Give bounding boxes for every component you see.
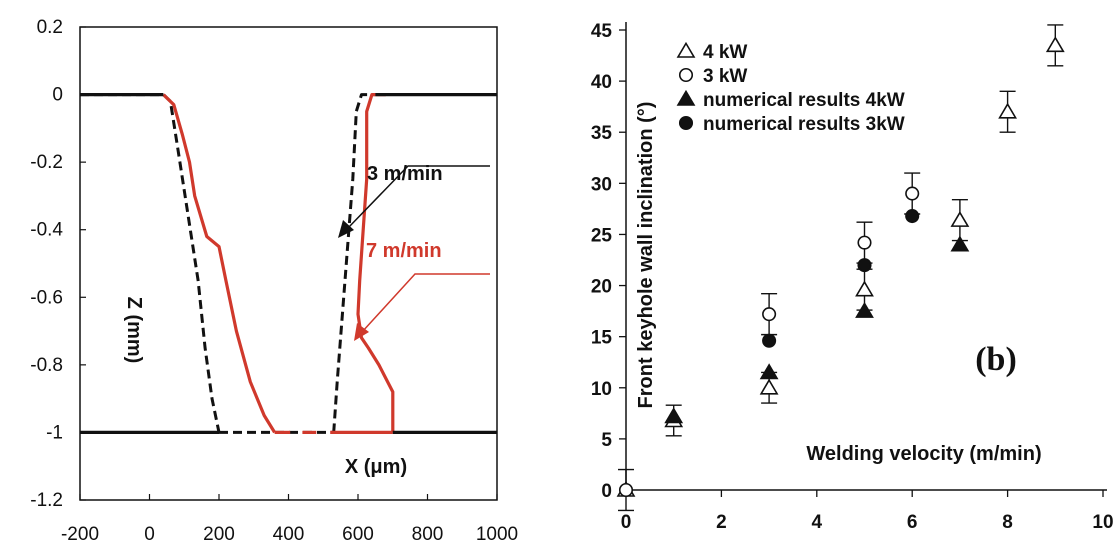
series-line-3-m-min [332, 93, 376, 433]
y-tick-label: 5 [601, 430, 612, 451]
x-tick-label: 800 [412, 524, 444, 545]
x-tick-label: 4 [812, 512, 823, 533]
data-point-circle-open-2 [857, 235, 872, 250]
legend-marker-2 [676, 89, 696, 106]
data-point-triangle-open-3 [855, 280, 874, 297]
annotation-7mmin: 7 m/min [366, 240, 442, 262]
y-tick-label: -1 [46, 422, 63, 443]
y-tick-label: 25 [591, 225, 613, 246]
y-tick-label: -0.8 [30, 355, 63, 376]
y-tick-label: 45 [591, 21, 613, 42]
x-tick-label: 600 [342, 524, 374, 545]
data-point-circle-filled-2 [905, 209, 920, 224]
y-tick-label: 15 [591, 328, 613, 349]
x-axis-title: X (μm) [345, 456, 407, 478]
series-line-7-m-min [162, 93, 276, 434]
x-tick-label: -200 [61, 524, 99, 545]
y-tick-label: 10 [591, 379, 612, 400]
x-tick-label: 1000 [476, 524, 518, 545]
data-point-triangle-filled-3 [950, 235, 970, 252]
x-tick-label: 6 [907, 512, 918, 533]
y-tick-label: 35 [591, 123, 613, 144]
annotation-7mmin-arrowhead [354, 323, 369, 341]
data-point-triangle-open-4 [950, 210, 970, 227]
x-tick-label: 10 [1092, 512, 1113, 533]
annotation-3mmin-arrowhead [338, 220, 354, 238]
y-axis-title: Front keyhole wall inclination (°) [635, 102, 657, 409]
data-point-triangle-open-5 [998, 102, 1017, 119]
series-line-7-m-min [356, 93, 395, 433]
data-point-triangle-open-2 [759, 378, 779, 395]
data-point-triangle-open-6 [1045, 36, 1065, 53]
data-point-triangle-filled-2 [855, 301, 874, 318]
legend-label: 3 kW [703, 66, 747, 87]
x-tick-label: 0 [144, 524, 155, 545]
x-tick-label: 200 [203, 524, 235, 545]
x-tick-label: 0 [621, 512, 632, 533]
annotation-3mmin-leader [347, 165, 490, 229]
y-tick-label: -0.2 [30, 152, 63, 173]
y-tick-label: -0.4 [30, 220, 63, 241]
data-point-circle-open-1 [762, 307, 777, 322]
data-point-circle-filled-1 [857, 258, 872, 273]
x-tick-label: 2 [716, 512, 727, 533]
y-tick-label: -0.6 [30, 287, 63, 308]
legend-label: numerical results 3kW [703, 114, 905, 135]
data-point-circle-open-0 [618, 482, 634, 498]
y-axis-title: Z (mm) [123, 297, 145, 364]
data-point-circle-open-3 [905, 186, 920, 201]
legend-marker-1 [678, 67, 694, 83]
legend-marker-3 [678, 115, 694, 131]
annotation-7mmin-leader [361, 273, 490, 333]
y-tick-label: 20 [591, 277, 612, 298]
legend-marker-0 [676, 41, 696, 58]
annotation-3mmin: 3 m/min [367, 163, 443, 185]
legend-label: 4 kW [703, 42, 747, 63]
y-tick-label: 30 [591, 174, 612, 195]
data-point-triangle-filled-0 [664, 407, 684, 424]
y-tick-label: 0.2 [37, 17, 63, 38]
y-tick-label: -1.2 [30, 490, 63, 511]
y-tick-label: 0 [601, 481, 612, 502]
y-tick-label: 0 [52, 85, 63, 106]
legend-label: numerical results 4kW [703, 90, 905, 111]
x-axis-title: Welding velocity (m/min) [806, 443, 1041, 465]
data-point-circle-filled-0 [762, 333, 777, 348]
panel-label: (b) [975, 341, 1017, 378]
x-tick-label: 400 [273, 524, 305, 545]
x-tick-label: 8 [1002, 512, 1013, 533]
data-point-triangle-filled-1 [759, 363, 779, 380]
y-tick-label: 40 [591, 72, 612, 93]
